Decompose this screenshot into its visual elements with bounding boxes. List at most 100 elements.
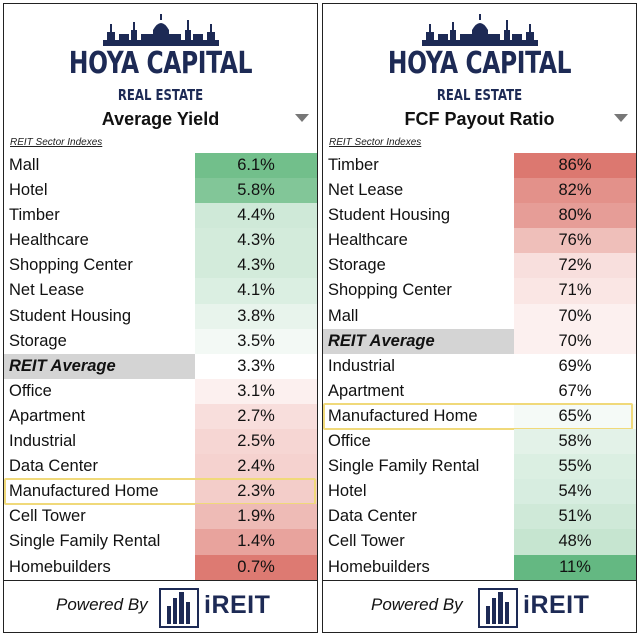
table-row: Timber 4.4% (4, 203, 317, 229)
payout-table: Timber 86% Net Lease 82% Student Housing 80% H… (323, 153, 636, 580)
sector-name: Timber (9, 206, 60, 225)
sector-name: Single Family Rental (328, 457, 480, 476)
ireit-brand: iREIT (523, 591, 590, 619)
index-label: REIT Sector Indexes (329, 137, 422, 148)
sector-name: Storage (9, 331, 67, 350)
sector-value: 54% (514, 479, 636, 505)
table-row: Office 58% (323, 429, 636, 455)
yield-table: Mall 6.1% Hotel 5.8% Timber 4.4% Healthcare 4.3… (4, 153, 317, 580)
sector-name: REIT Average (4, 353, 195, 379)
sector-value: 1.4% (195, 529, 317, 555)
table-row: Student Housing 80% (323, 203, 636, 229)
sector-name: REIT Average (323, 328, 514, 354)
sector-value: 82% (514, 178, 636, 204)
sector-name: Shopping Center (9, 256, 133, 275)
sector-name: Cell Tower (328, 532, 405, 551)
sector-name: Healthcare (328, 231, 408, 250)
sector-value: 4.1% (195, 278, 317, 304)
sector-value: 2.5% (195, 429, 317, 455)
sector-name: Healthcare (9, 231, 89, 250)
logo-subtitle: REAL ESTATE (117, 86, 204, 104)
table-row: Apartment 67% (323, 378, 636, 404)
sector-value: 86% (514, 153, 636, 179)
table-row: Manufactured Home 65% (323, 402, 636, 430)
panel-title: Average Yield (101, 109, 220, 129)
sector-name: Apartment (9, 406, 86, 425)
average-yield-panel: HOYA CAPITAL REAL ESTATE Average Yield R… (3, 3, 318, 633)
table-row: Cell Tower 1.9% (4, 504, 317, 530)
sector-value: 48% (514, 529, 636, 555)
chevron-down-icon[interactable] (614, 114, 628, 122)
sector-name: Hotel (328, 482, 367, 501)
table-row: Net Lease 82% (323, 178, 636, 204)
table-row: Timber 86% (323, 153, 636, 179)
sector-name: Homebuilders (9, 557, 111, 576)
sector-name: Office (9, 381, 52, 400)
table-row: Single Family Rental 55% (323, 454, 636, 480)
sector-value: 71% (514, 278, 636, 304)
ireit-logo-icon (159, 588, 199, 628)
sector-name: Shopping Center (328, 281, 452, 300)
sector-value: 55% (514, 454, 636, 480)
skyline-icon (102, 14, 219, 46)
sector-value: 3.3% (195, 353, 317, 379)
logo-subtitle: REAL ESTATE (436, 86, 523, 104)
sector-name: Industrial (328, 356, 395, 375)
sector-value: 72% (514, 253, 636, 279)
hoya-capital-logo: HOYA CAPITAL REAL ESTATE (4, 10, 317, 106)
table-row: Industrial 2.5% (4, 429, 317, 455)
sector-value: 1.9% (195, 504, 317, 530)
sector-name: Manufactured Home (9, 482, 159, 501)
sector-name: Cell Tower (9, 507, 86, 526)
skyline-icon (421, 14, 538, 46)
sector-value: 4.4% (195, 203, 317, 229)
hoya-capital-logo: HOYA CAPITAL REAL ESTATE (323, 10, 636, 106)
sector-name: Apartment (328, 381, 405, 400)
sector-value: 4.3% (195, 228, 317, 254)
sector-value: 69% (514, 353, 636, 379)
table-row: Mall 6.1% (4, 153, 317, 179)
sector-name: Mall (328, 306, 359, 325)
sector-value: 3.8% (195, 303, 317, 329)
sector-name: Single Family Rental (9, 532, 161, 551)
sector-value: 3.5% (195, 328, 317, 354)
chevron-down-icon[interactable] (295, 114, 309, 122)
table-row: Hotel 5.8% (4, 178, 317, 204)
logo-title: HOYA CAPITAL (68, 46, 253, 81)
table-row: Shopping Center 71% (323, 278, 636, 304)
sector-value: 70% (514, 328, 636, 354)
sector-value: 2.3% (195, 479, 317, 505)
table-row: Hotel 54% (323, 479, 636, 505)
sector-value: 4.3% (195, 253, 317, 279)
table-row: Single Family Rental 1.4% (4, 529, 317, 555)
table-row: Net Lease 4.1% (4, 278, 317, 304)
sector-value: 76% (514, 228, 636, 254)
sector-name: Manufactured Home (328, 406, 478, 425)
sector-name: Mall (9, 156, 40, 174)
table-row: REIT Average 3.3% (4, 353, 317, 379)
footer: Powered By iREIT (4, 580, 317, 632)
sector-value: 6.1% (195, 153, 317, 179)
sector-value: 2.7% (195, 403, 317, 430)
table-row: Apartment 2.7% (4, 403, 317, 430)
ireit-brand: iREIT (204, 591, 271, 619)
sector-name: Net Lease (9, 281, 85, 300)
sector-name: Net Lease (328, 181, 404, 200)
sector-value: 58% (514, 429, 636, 455)
sector-name: Industrial (9, 432, 76, 451)
sector-name: Timber (328, 156, 379, 174)
sector-value: 70% (514, 303, 636, 329)
table-row: Healthcare 76% (323, 228, 636, 254)
sector-name: Hotel (9, 181, 48, 200)
sector-name: Homebuilders (328, 557, 430, 576)
sector-name: Office (328, 432, 371, 451)
table-row: Data Center 51% (323, 504, 636, 530)
sector-value: 2.4% (195, 454, 317, 480)
powered-by-label: Powered By (56, 595, 148, 614)
footer: Powered By iREIT (323, 580, 636, 632)
table-row: Homebuilders 0.7% (4, 554, 317, 580)
sector-value: 0.7% (195, 554, 317, 580)
sector-value: 67% (514, 378, 636, 404)
sector-value: 5.8% (195, 178, 317, 204)
sector-value: 11% (514, 554, 636, 580)
